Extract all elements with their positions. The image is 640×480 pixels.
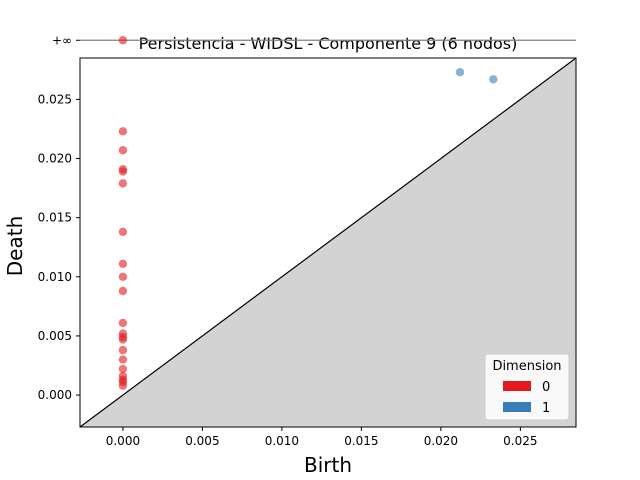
x-tick-label-1: 0.005 xyxy=(185,434,219,448)
point-dim1-1 xyxy=(489,75,498,84)
chart-title: Persistencia - WIDSL - Componente 9 (6 n… xyxy=(139,34,518,53)
x-axis-label: Birth xyxy=(304,453,352,477)
y-tick-label-0: 0.000 xyxy=(38,388,72,402)
legend-swatch-1 xyxy=(503,402,531,412)
axes-frame xyxy=(79,57,577,428)
x-tick-label-4: 0.020 xyxy=(424,434,458,448)
y-tick-label-4: 0.020 xyxy=(38,152,72,166)
x-tick-label-2: 0.010 xyxy=(265,434,299,448)
point-dim0-13 xyxy=(118,335,128,344)
diagonal-line xyxy=(79,57,577,428)
legend-title: Dimension xyxy=(492,359,561,374)
y-tick-label-2: 0.010 xyxy=(38,270,72,284)
legend-label-1: 1 xyxy=(542,401,550,416)
point-dim0-2 xyxy=(118,146,128,155)
y-tick-label-5: 0.025 xyxy=(38,92,72,106)
legend: Dimension 0 1 xyxy=(484,353,570,421)
point-dim0-16 xyxy=(118,364,128,374)
y-tick-label-1: 0.005 xyxy=(38,329,72,343)
legend-swatch-0 xyxy=(503,381,531,391)
point-dim0-10 xyxy=(118,318,128,328)
point-dim0-6 xyxy=(118,227,128,237)
point-dim0-8 xyxy=(118,272,128,281)
legend-label-0: 0 xyxy=(542,380,550,395)
point-dim0-5 xyxy=(118,179,128,188)
x-tick-label-3: 0.015 xyxy=(344,434,378,448)
y-tick-label-infinity: +∞ xyxy=(52,33,72,47)
y-axis-label: Death xyxy=(3,216,27,276)
point-dim0-0 xyxy=(118,36,128,45)
point-dim0-9 xyxy=(118,286,128,296)
point-dim1-0 xyxy=(455,67,465,77)
y-tick-label-3: 0.015 xyxy=(38,211,72,225)
point-dim0-20 xyxy=(118,381,128,390)
point-dim0-7 xyxy=(118,259,128,268)
point-dim0-14 xyxy=(118,345,128,355)
x-tick-label-0: 0.000 xyxy=(106,434,140,448)
point-dim0-15 xyxy=(118,355,128,364)
point-dim0-1 xyxy=(118,127,128,136)
point-dim0-4 xyxy=(118,167,128,176)
x-tick-label-5: 0.025 xyxy=(503,434,537,448)
